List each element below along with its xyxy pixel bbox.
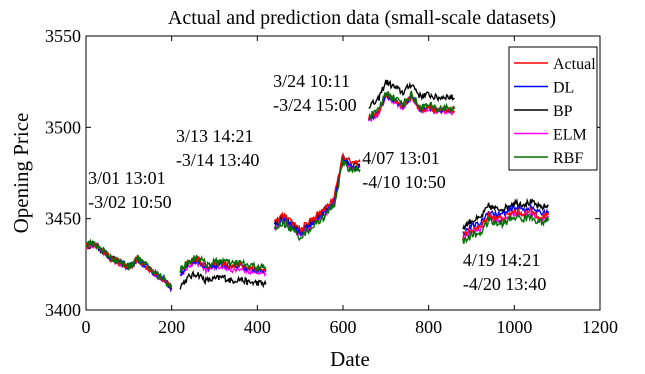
chart-title: Actual and prediction data (small-scale …	[168, 7, 556, 29]
x-tick-label: 600	[330, 317, 357, 337]
legend-label-actual: Actual	[553, 56, 596, 73]
annotation-1-line2: -3/02 10:50	[88, 192, 171, 212]
legend-box	[508, 46, 598, 171]
series-actual-segment-3	[273, 152, 361, 234]
legend-label-elm: ELM	[553, 127, 587, 144]
series-actual-segment-5	[462, 206, 550, 241]
series-dl-segment-5	[462, 202, 550, 236]
x-tick-label: 200	[158, 317, 185, 337]
axis-ticks: 0 200 400 600 800 1000 1200 3400 3450 3500 3550	[45, 26, 618, 337]
annotation-2-line1: 3/13 14:21	[176, 126, 254, 146]
series-bp-segment-5	[462, 197, 549, 230]
annotation-5-line1: 4/19 14:21	[463, 250, 541, 270]
x-tick-label: 1000	[496, 317, 532, 337]
y-tick-label: 3550	[45, 26, 81, 46]
series-rbf-segment-2	[179, 254, 267, 273]
legend: Actual DL BP ELM RBF	[508, 46, 598, 171]
x-tick-label: 1200	[582, 317, 618, 337]
series-bp-segment-4	[368, 79, 455, 109]
x-axis-title: Date	[330, 347, 370, 371]
annotation-2-line2: -3/14 13:40	[176, 150, 260, 170]
series-bp-segment-2	[179, 269, 267, 290]
y-tick-label: 3500	[45, 117, 81, 137]
x-tick-label: 800	[415, 317, 442, 337]
annotation-1-line1: 3/01 13:01	[88, 168, 166, 188]
series-rbf-segment-4	[368, 90, 456, 121]
legend-label-bp: BP	[553, 103, 573, 120]
y-tick-label: 3450	[45, 209, 81, 229]
annotation-3-line2: -3/24 15:00	[273, 95, 357, 115]
annotation-layer: 3/01 13:01 -3/02 10:50 3/13 14:21 -3/14 13:…	[88, 71, 546, 294]
series-rbf-segment-3	[273, 158, 361, 242]
y-tick-label: 3400	[45, 300, 81, 320]
annotation-5-line2: -4/20 13:40	[463, 274, 547, 294]
x-tick-label: 0	[82, 317, 91, 337]
y-axis-title: Opening Price	[9, 113, 33, 234]
series-rbf-segment-5	[462, 212, 550, 245]
legend-label-rbf: RBF	[553, 150, 583, 167]
annotation-4-line2: -4/10 10:50	[362, 172, 446, 192]
x-tick-label: 400	[244, 317, 271, 337]
legend-label-dl: DL	[553, 80, 574, 97]
series-rbf-segment-1	[85, 238, 173, 288]
annotation-3-line1: 3/24 10:11	[273, 71, 350, 91]
series-layer	[85, 79, 550, 293]
annotation-4-line1: 4/07 13:01	[362, 148, 440, 168]
